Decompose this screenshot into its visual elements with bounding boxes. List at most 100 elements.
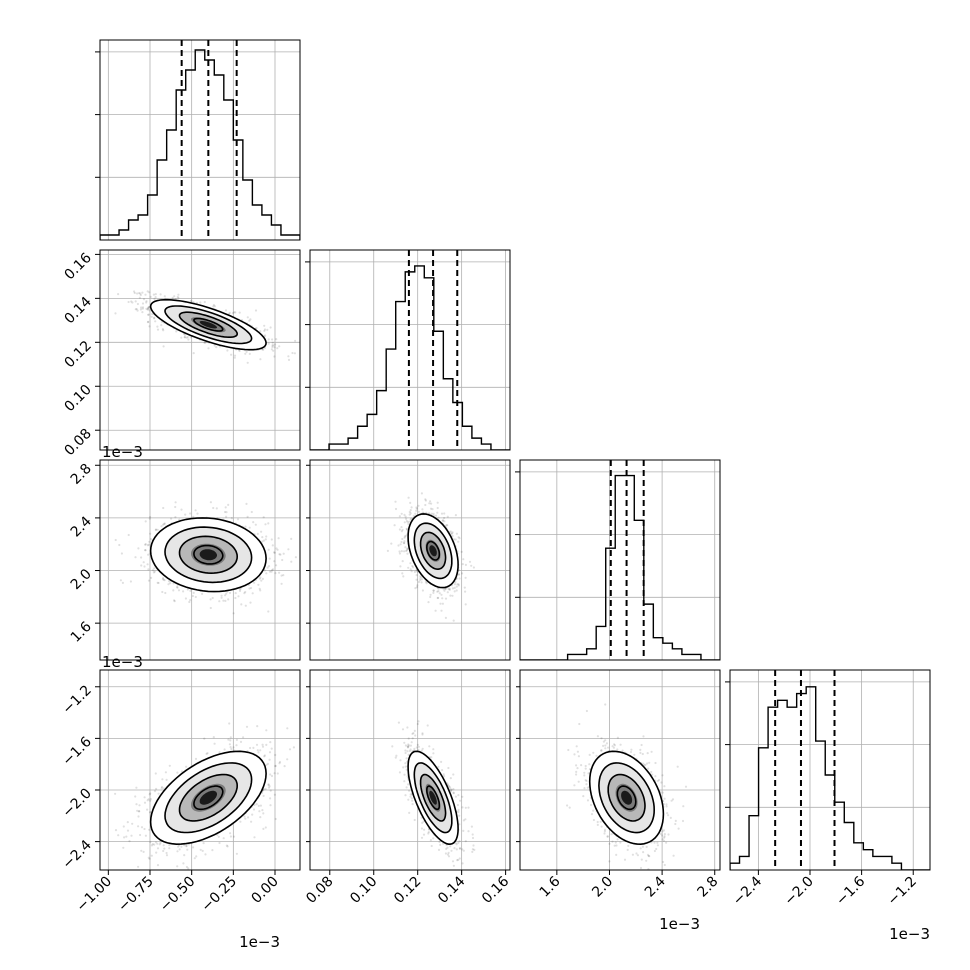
sample-point	[140, 849, 143, 852]
sample-point	[415, 586, 419, 589]
sample-point	[267, 783, 270, 786]
sample-point	[139, 833, 142, 837]
sample-point	[141, 311, 144, 314]
sample-point	[185, 844, 188, 848]
sample-point	[451, 532, 454, 535]
sample-point	[278, 571, 281, 574]
sample-point	[249, 601, 252, 604]
panel-content	[100, 250, 300, 450]
sample-point	[148, 857, 151, 860]
sample-point	[202, 842, 205, 845]
sample-point	[291, 351, 294, 355]
sample-point	[254, 309, 258, 312]
sample-point	[161, 778, 164, 781]
sample-point	[154, 772, 157, 775]
sample-point	[268, 557, 271, 560]
sample-point	[163, 522, 166, 525]
sample-point	[261, 809, 264, 812]
sample-point	[424, 503, 427, 507]
sample-point	[249, 318, 252, 321]
sample-point	[452, 619, 455, 622]
sample-point	[429, 593, 432, 596]
sample-point	[135, 308, 138, 311]
sample-point	[209, 598, 212, 601]
sample-point	[268, 758, 271, 761]
sample-point	[432, 512, 435, 515]
sample-point	[173, 599, 176, 602]
sample-point	[238, 349, 241, 353]
sample-point	[144, 293, 147, 296]
sample-point	[253, 581, 256, 584]
sample-point	[252, 521, 255, 524]
sample-point	[259, 358, 262, 361]
sample-point	[405, 519, 408, 523]
sample-point	[122, 846, 125, 849]
sample-point	[141, 302, 145, 305]
sample-point	[244, 525, 247, 528]
sample-point	[147, 306, 150, 310]
sample-point	[275, 564, 278, 567]
sample-point	[146, 563, 149, 566]
sample-point	[138, 296, 141, 299]
sample-point	[144, 543, 147, 546]
sample-point	[175, 330, 178, 333]
sample-point	[159, 293, 162, 296]
sample-point	[270, 348, 273, 351]
sample-point	[122, 825, 125, 828]
sample-point	[192, 352, 195, 355]
sample-point	[184, 513, 187, 516]
sample-point	[146, 308, 149, 311]
sample-point	[234, 596, 237, 600]
sample-point	[232, 746, 235, 749]
sample-point	[248, 319, 251, 322]
sample-point	[269, 326, 272, 329]
sample-point	[256, 532, 259, 536]
sample-point	[261, 540, 264, 543]
sample-point	[462, 558, 465, 561]
sample-point	[155, 528, 158, 531]
sample-point	[130, 300, 133, 303]
sample-point	[436, 596, 439, 600]
sample-point	[458, 573, 461, 576]
histogram-step-0	[100, 49, 300, 240]
sample-point	[167, 583, 170, 586]
sample-point	[424, 580, 428, 584]
sample-point	[185, 845, 188, 848]
sample-point	[146, 544, 149, 547]
sample-point	[174, 505, 177, 509]
sample-point	[274, 817, 277, 821]
sample-point	[454, 581, 457, 584]
sample-point	[400, 512, 403, 515]
sample-point	[238, 311, 241, 314]
sample-point	[157, 792, 160, 795]
sample-point	[405, 528, 409, 531]
panel-content	[100, 460, 300, 660]
sample-point	[425, 582, 428, 585]
sample-point	[164, 591, 167, 595]
sample-point	[408, 510, 411, 514]
sample-point	[263, 324, 266, 327]
sample-point	[271, 341, 274, 344]
contour-line	[425, 540, 441, 561]
sample-point	[253, 803, 256, 807]
sample-point	[453, 586, 456, 590]
sample-point	[134, 308, 137, 311]
sample-point	[403, 521, 406, 524]
sample-point	[143, 801, 147, 804]
sample-point	[153, 317, 156, 320]
sample-point	[182, 590, 185, 593]
sample-point	[215, 346, 218, 349]
sample-point	[428, 512, 431, 515]
sample-point	[404, 534, 407, 537]
sample-point	[402, 542, 405, 545]
sample-point	[177, 845, 180, 848]
sample-point	[161, 328, 164, 331]
sample-point	[409, 568, 412, 571]
sample-point	[454, 514, 457, 517]
sample-point	[251, 592, 254, 595]
sample-point	[162, 506, 165, 510]
sample-point	[402, 575, 405, 578]
sample-point	[407, 566, 410, 569]
sample-point	[458, 577, 461, 580]
sample-point	[154, 320, 157, 323]
